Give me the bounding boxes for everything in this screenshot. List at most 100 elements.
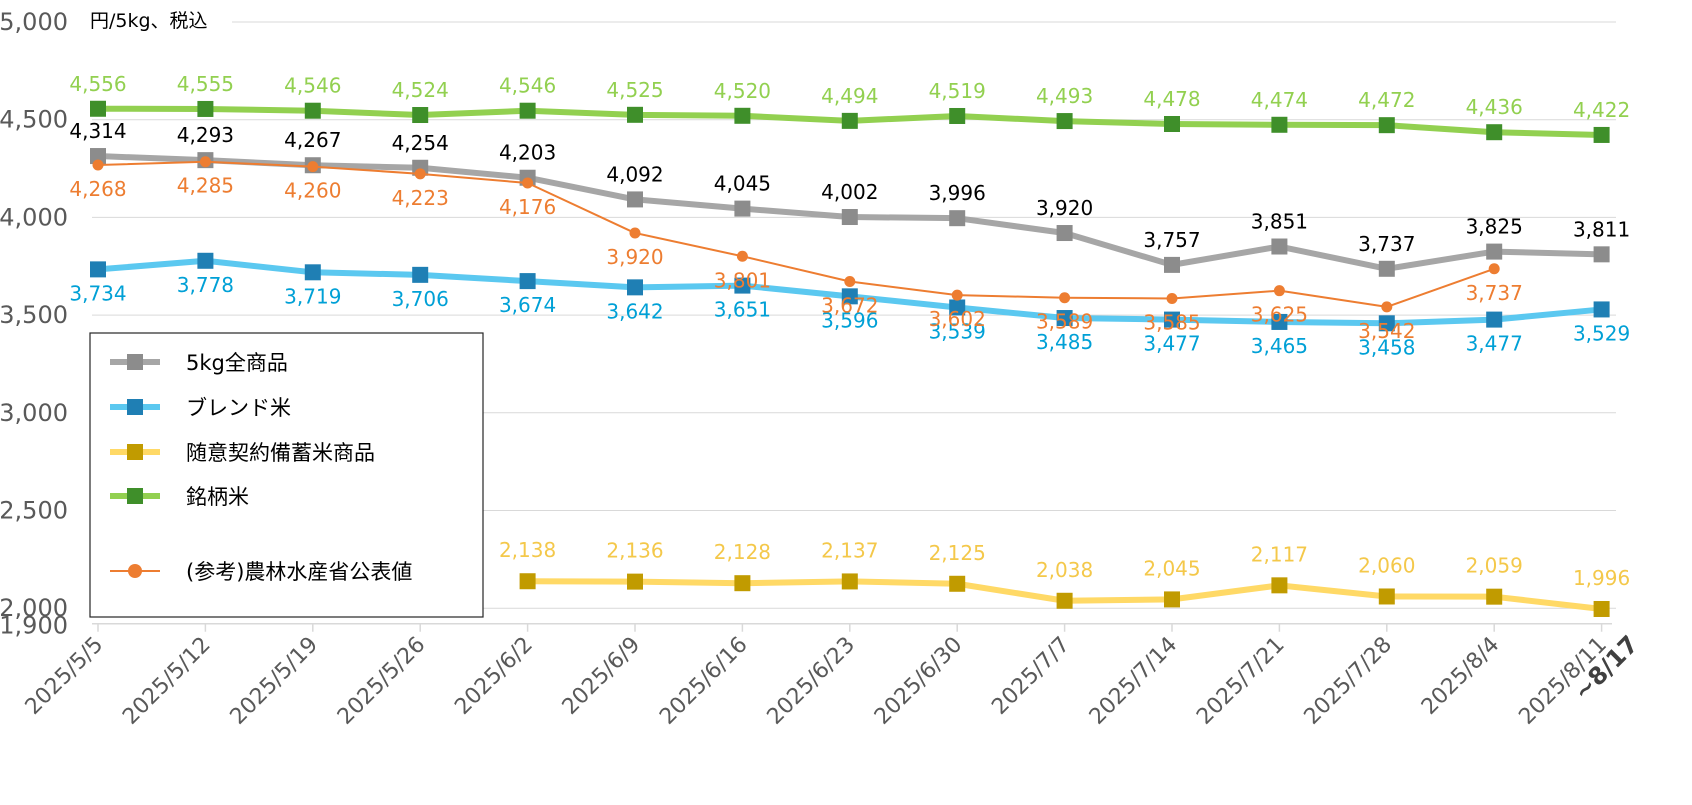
- y-tick-label: 2,500: [0, 497, 68, 525]
- data-point: [1271, 577, 1288, 594]
- data-point: [629, 227, 641, 239]
- data-label: 3,465: [1251, 334, 1308, 358]
- data-point: [1486, 311, 1503, 328]
- data-label: 4,223: [392, 186, 449, 210]
- data-point: [841, 573, 858, 590]
- data-point: [1164, 591, 1180, 608]
- data-point: [949, 299, 966, 316]
- legend-swatch-marker: [127, 354, 143, 370]
- data-label: 4,422: [1573, 98, 1630, 122]
- data-point: [1378, 260, 1395, 277]
- series-line: [97, 160, 1495, 308]
- data-label: 3,719: [284, 284, 341, 308]
- data-label: 3,734: [69, 281, 126, 305]
- data-label: 4,555: [177, 72, 234, 96]
- data-point: [1056, 592, 1073, 609]
- data-point: [949, 210, 966, 227]
- data-point: [92, 159, 104, 171]
- data-label: 4,260: [284, 179, 341, 203]
- data-point: [1378, 117, 1395, 134]
- legend-swatch-marker: [127, 488, 143, 504]
- data-point: [1271, 116, 1288, 133]
- data-point: [1164, 256, 1180, 273]
- y-tick-label: 2,000: [0, 594, 68, 622]
- legend-item-label: 随意契約備蓄米商品: [186, 441, 375, 465]
- data-point: [304, 264, 321, 281]
- data-label: 2,136: [606, 539, 663, 563]
- data-point: [1271, 313, 1288, 330]
- data-point: [841, 288, 858, 305]
- x-tick-label: 2025/6/2: [450, 632, 538, 720]
- data-label: 4,293: [177, 123, 234, 147]
- legend-item-label: (参考)農林水産省公表値: [186, 560, 412, 584]
- data-label: 4,478: [1143, 87, 1200, 111]
- data-point: [90, 100, 106, 117]
- data-label: 3,811: [1573, 217, 1630, 241]
- data-label: 4,474: [1251, 88, 1308, 112]
- x-tick-label: 2025/6/23: [763, 632, 860, 729]
- data-point: [1486, 243, 1503, 260]
- data-label: 3,458: [1358, 335, 1415, 359]
- data-point: [841, 112, 858, 129]
- data-label: 3,625: [1251, 303, 1308, 327]
- data-point: [199, 156, 211, 168]
- data-point: [1488, 263, 1500, 275]
- data-label: 4,524: [392, 78, 449, 102]
- data-label: 4,493: [1036, 84, 1093, 108]
- data-point: [1164, 311, 1180, 328]
- series-(参考)農林水産省公表値: [92, 156, 1500, 313]
- x-tick-label: 2025/6/9: [558, 632, 646, 720]
- data-point: [627, 106, 643, 123]
- series-随意契約備蓄米商品: [519, 573, 1610, 617]
- data-label: 3,477: [1466, 332, 1523, 356]
- data-point: [841, 209, 858, 226]
- data-label: 2,059: [1466, 554, 1523, 578]
- data-label: 3,801: [714, 268, 771, 292]
- data-label: 3,674: [499, 293, 556, 317]
- data-point: [1059, 292, 1071, 304]
- data-label: 4,546: [499, 74, 556, 98]
- data-label: 3,737: [1466, 281, 1523, 305]
- x-tick-label: 2025/7/28: [1300, 632, 1397, 729]
- data-label: 3,737: [1358, 232, 1415, 256]
- data-point: [627, 191, 643, 208]
- data-label: 4,546: [284, 74, 341, 98]
- x-tick-label: 2025/6/30: [870, 632, 967, 729]
- y-tick-label: 3,500: [0, 301, 68, 329]
- data-point: [519, 102, 536, 119]
- data-label: 3,706: [392, 287, 449, 311]
- legend-swatch-marker: [128, 564, 142, 578]
- data-point: [519, 273, 536, 290]
- data-point: [1378, 315, 1395, 332]
- data-label: 3,589: [1036, 310, 1093, 334]
- data-point: [1271, 238, 1288, 255]
- data-label: 3,996: [929, 181, 986, 205]
- data-label: 4,525: [606, 78, 663, 102]
- y-tick-label: 4,500: [0, 106, 68, 134]
- unit-label: 円/5kg、税込: [90, 10, 208, 32]
- data-label: 3,539: [929, 319, 986, 343]
- x-tick-label: 2025/7/21: [1192, 632, 1289, 729]
- data-point: [519, 573, 536, 590]
- data-label: 3,778: [177, 273, 234, 297]
- y-tick-label: 3,000: [0, 399, 68, 427]
- data-point: [844, 275, 856, 287]
- data-label: 4,002: [821, 180, 878, 204]
- data-point: [734, 107, 751, 124]
- data-label: 2,125: [929, 541, 986, 565]
- data-label: 3,477: [1143, 332, 1200, 356]
- data-label: 3,642: [606, 299, 663, 323]
- data-label: 3,585: [1143, 310, 1200, 334]
- data-label: 4,519: [929, 79, 986, 103]
- x-tick-label: 2025/5/12: [118, 632, 215, 729]
- data-point: [90, 148, 106, 165]
- x-axis: 2025/5/5 2025/5/12 2025/5/19 2025/5/26 2025/…: [21, 622, 1644, 730]
- data-point: [949, 575, 966, 592]
- data-point: [1273, 285, 1285, 297]
- data-label: 4,556: [69, 72, 126, 96]
- data-label: 3,825: [1466, 215, 1523, 239]
- x-tick-label: 2025/7/14: [1085, 632, 1182, 729]
- data-label: 4,494: [821, 84, 878, 108]
- legend-item-label: 5kg全商品: [186, 351, 288, 375]
